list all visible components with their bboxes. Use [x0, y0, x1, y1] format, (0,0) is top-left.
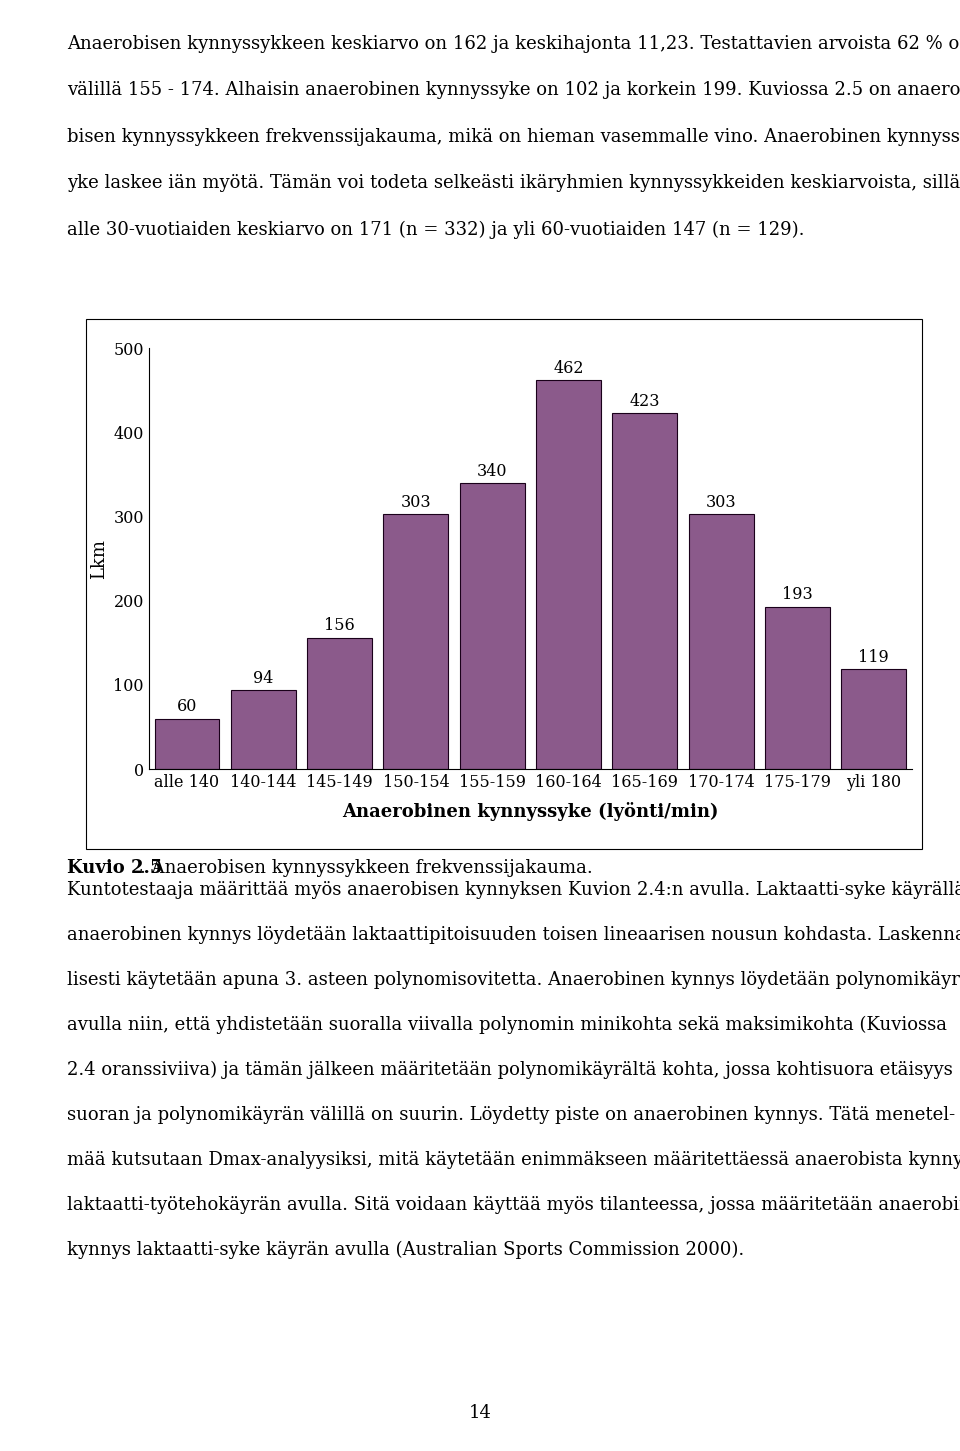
Bar — [765, 607, 830, 769]
Bar — [307, 638, 372, 769]
Text: anaerobinen kynnys löydetään laktaattipitoisuuden toisen lineaarisen nousun kohd: anaerobinen kynnys löydetään laktaattipi… — [67, 926, 960, 943]
Text: avulla niin, että yhdistetään suoralla viivalla polynomin minikohta sekä maksimi: avulla niin, että yhdistetään suoralla v… — [67, 1016, 948, 1035]
Text: 60: 60 — [177, 698, 197, 715]
Text: Anaerobisen kynnyssykkeen keskiarvo on 162 ja keskihajonta 11,23. Testattavien a: Anaerobisen kynnyssykkeen keskiarvo on 1… — [67, 35, 960, 52]
Text: 2.4 oranssiviiva) ja tämän jälkeen määritetään polynomikäyrältä kohta, jossa koh: 2.4 oranssiviiva) ja tämän jälkeen määri… — [67, 1061, 953, 1080]
Text: välillä 155 - 174. Alhaisin anaerobinen kynnyssyke on 102 ja korkein 199. Kuvios: välillä 155 - 174. Alhaisin anaerobinen … — [67, 81, 960, 99]
Bar — [536, 380, 601, 769]
Text: 303: 303 — [706, 493, 736, 511]
Text: suoran ja polynomikäyrän välillä on suurin. Löydetty piste on anaerobinen kynnys: suoran ja polynomikäyrän välillä on suur… — [67, 1106, 955, 1123]
Text: yke laskee iän myötä. Tämän voi todeta selkeästi ikäryhmien kynnyssykkeiden kesk: yke laskee iän myötä. Tämän voi todeta s… — [67, 174, 960, 192]
X-axis label: Anaerobinen kynnyssyke (lyönti/min): Anaerobinen kynnyssyke (lyönti/min) — [342, 802, 719, 821]
Bar — [688, 514, 754, 769]
Text: . Anaerobisen kynnyssykkeen frekvenssijakauma.: . Anaerobisen kynnyssykkeen frekvenssija… — [140, 859, 593, 876]
Text: kynnys laktaatti-syke käyrän avulla (Australian Sports Commission 2000).: kynnys laktaatti-syke käyrän avulla (Aus… — [67, 1241, 744, 1259]
Bar — [155, 718, 220, 769]
Text: 94: 94 — [253, 669, 274, 686]
Text: Kuntotestaaja määrittää myös anaerobisen kynnyksen Kuvion 2.4:n avulla. Laktaatt: Kuntotestaaja määrittää myös anaerobisen… — [67, 881, 960, 898]
Text: 462: 462 — [553, 360, 584, 377]
Text: mää kutsutaan Dmax-analyysiksi, mitä käytetään enimmäkseen määritettäessä anaero: mää kutsutaan Dmax-analyysiksi, mitä käy… — [67, 1151, 960, 1168]
Text: 14: 14 — [468, 1405, 492, 1422]
Y-axis label: Lkm: Lkm — [90, 538, 108, 579]
Text: 423: 423 — [630, 393, 660, 409]
Bar — [460, 483, 525, 769]
Text: Kuvio 2.5: Kuvio 2.5 — [67, 859, 162, 876]
Text: alle 30-vuotiaiden keskiarvo on 171 (n = 332) ja yli 60-vuotiaiden 147 (n = 129): alle 30-vuotiaiden keskiarvo on 171 (n =… — [67, 221, 804, 239]
Text: 303: 303 — [400, 493, 431, 511]
Bar — [383, 514, 448, 769]
Text: lisesti käytetään apuna 3. asteen polynomisovitetta. Anaerobinen kynnys löydetää: lisesti käytetään apuna 3. asteen polyno… — [67, 971, 960, 988]
Bar — [230, 689, 296, 769]
Text: 119: 119 — [858, 649, 889, 666]
Bar — [841, 669, 906, 769]
Text: 193: 193 — [782, 586, 813, 604]
Text: 156: 156 — [324, 617, 355, 634]
Text: 340: 340 — [477, 463, 508, 479]
Text: laktaatti-työtehokäyrän avulla. Sitä voidaan käyttää myös tilanteessa, jossa mää: laktaatti-työtehokäyrän avulla. Sitä voi… — [67, 1196, 960, 1213]
Bar — [612, 414, 678, 769]
Text: bisen kynnyssykkeen frekvenssijakauma, mikä on hieman vasemmalle vino. Anaerobin: bisen kynnyssykkeen frekvenssijakauma, m… — [67, 128, 960, 145]
